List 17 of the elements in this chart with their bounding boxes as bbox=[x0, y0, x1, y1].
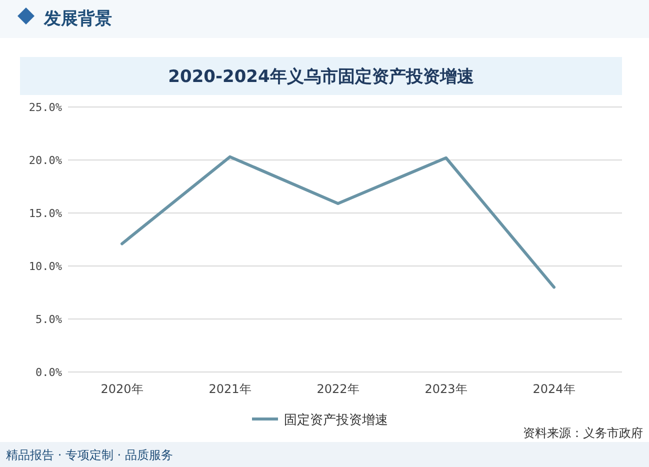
text: 精品报告 · 专项定制 · 品质服务 bbox=[6, 448, 173, 462]
y-tick-label: 20.0% bbox=[28, 154, 62, 167]
y-tick-label: 25.0% bbox=[28, 101, 62, 114]
text: 资料来源：义务市政府 bbox=[523, 426, 643, 440]
legend-label: 固定资产投资增速 bbox=[284, 413, 388, 428]
line-series bbox=[120, 155, 556, 289]
y-tick-label: 5.0% bbox=[36, 313, 62, 326]
chart-title: 2020-2024年义乌市固定资产投资增速 bbox=[168, 67, 474, 87]
x-tick-label: 2024年 bbox=[532, 382, 576, 396]
x-tick-label: 2021年 bbox=[208, 382, 252, 396]
y-tick-label: 15.0% bbox=[28, 207, 62, 220]
x-tick-label: 2023年 bbox=[424, 382, 468, 396]
y-tick-label: 0.0% bbox=[36, 366, 62, 379]
y-tick-label: 10.0% bbox=[28, 260, 62, 273]
text: 发展背景 bbox=[43, 9, 112, 29]
x-tick-label: 2020年 bbox=[100, 382, 144, 396]
x-tick-label: 2022年 bbox=[316, 382, 360, 396]
